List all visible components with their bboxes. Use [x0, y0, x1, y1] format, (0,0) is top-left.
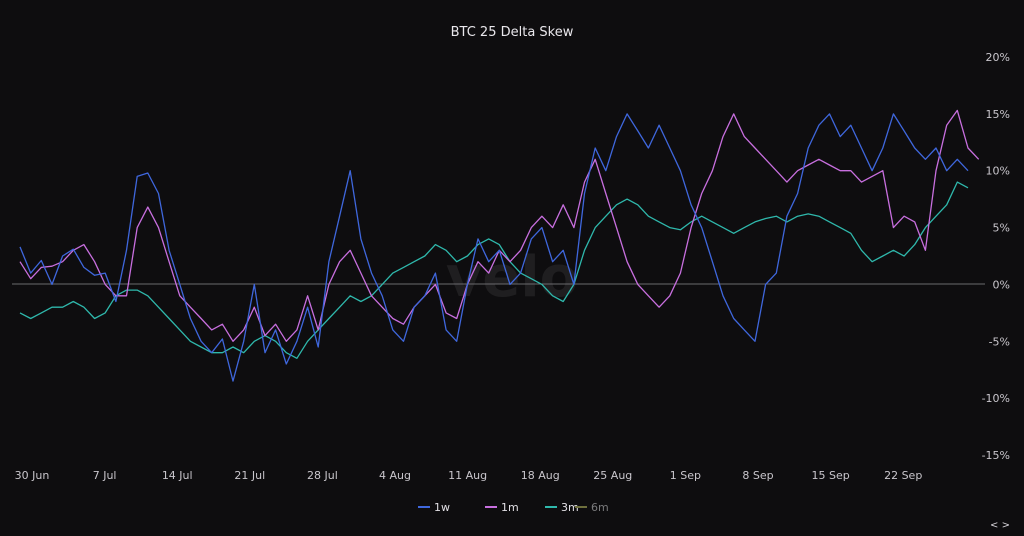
x-tick-label: 18 Aug: [521, 469, 560, 482]
legend-label: 3m: [561, 501, 579, 514]
legend-item-3m[interactable]: 3m: [545, 501, 579, 514]
x-tick-label: 22 Sep: [884, 469, 922, 482]
legend[interactable]: 1w 1m 3m 6m: [418, 501, 609, 514]
x-tick-label: 8 Sep: [742, 469, 773, 482]
x-tick-label: 25 Aug: [593, 469, 632, 482]
y-tick-label: -10%: [982, 392, 1010, 405]
series-lines: [19, 109, 980, 382]
legend-label: 6m: [591, 501, 609, 514]
y-tick-label: 15%: [986, 108, 1010, 121]
x-tick-label: 14 Jul: [162, 469, 193, 482]
x-tick-label: 28 Jul: [307, 469, 338, 482]
legend-label: 1w: [434, 501, 450, 514]
series-line-3m: [19, 181, 969, 359]
y-tick-label: 20%: [986, 51, 1010, 64]
x-tick-label: 4 Aug: [379, 469, 411, 482]
y-tick-label: 5%: [993, 222, 1010, 235]
legend-item-6m[interactable]: 6m: [575, 501, 609, 514]
y-tick-label: -15%: [982, 449, 1010, 462]
series-line-1w: [19, 113, 969, 382]
y-axis: 20% 15% 10% 5% 0% -5% -10% -15%: [982, 51, 1010, 462]
chart-title: BTC 25 Delta Skew: [451, 25, 574, 40]
x-tick-label: 15 Sep: [811, 469, 849, 482]
x-tick-label: 7 Jul: [93, 469, 117, 482]
legend-label: 1m: [501, 501, 519, 514]
legend-item-1w[interactable]: 1w: [418, 501, 450, 514]
legend-item-1m[interactable]: 1m: [485, 501, 519, 514]
y-tick-label: 10%: [986, 165, 1010, 178]
y-tick-label: -5%: [989, 335, 1010, 348]
x-tick-label: 30 Jun: [15, 469, 50, 482]
x-tick-label: 1 Sep: [670, 469, 701, 482]
x-tick-label: 11 Aug: [448, 469, 487, 482]
x-axis: 30 Jun 7 Jul 14 Jul 21 Jul 28 Jul 4 Aug 11 Aug…: [15, 469, 923, 482]
x-tick-label: 21 Jul: [234, 469, 265, 482]
y-tick-label: 0%: [993, 278, 1010, 291]
nav-arrows[interactable]: < >: [990, 520, 1010, 531]
